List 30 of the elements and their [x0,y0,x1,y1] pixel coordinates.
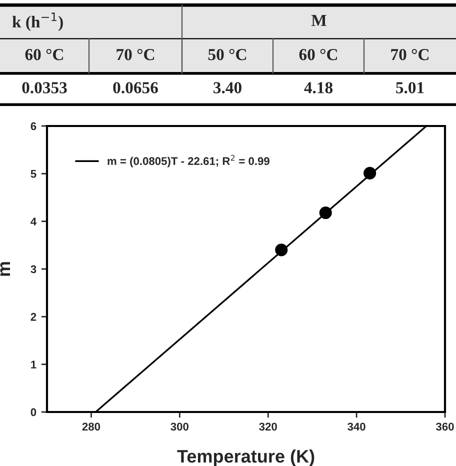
y-tick-label: 6 [30,122,36,130]
point [319,206,332,220]
text: 60 °C [25,48,63,60]
point [364,166,376,180]
text: 70 °C [391,48,428,60]
x-tick-label: 360 [436,422,454,431]
y-tick-label: 3 [30,265,36,274]
point [275,244,288,256]
text: 4.18 [304,82,333,94]
x-tick-label: 300 [170,422,188,431]
y-tick-label: 2 [30,312,36,321]
y-axis-title: m [0,262,10,276]
y-tick-label: 1 [31,360,36,368]
text: 0.0656 [113,82,158,94]
text: 5.01 [396,82,424,94]
text: 3.40 [214,82,242,94]
x-axis-title: Temperature (K) [177,449,314,466]
x-tick-label: 280 [82,422,100,431]
y-tick-label: 0 [30,408,36,416]
text: k (h$^{−1}$) [12,12,63,31]
text: 70 °C [116,48,154,60]
text: 60 °C [299,48,337,60]
text: 0.0353 [22,82,67,94]
legend-label: m = (0.0805)T - 22.61; R$^{2}$ = 0.99 [108,154,270,168]
y-tick-label: 5 [30,170,36,178]
y-tick-label: 4 [30,218,37,226]
x-tick-label: 340 [348,422,366,431]
x-tick-label: 320 [259,422,277,431]
text: 50 °C [208,48,246,60]
text: M [311,14,326,26]
